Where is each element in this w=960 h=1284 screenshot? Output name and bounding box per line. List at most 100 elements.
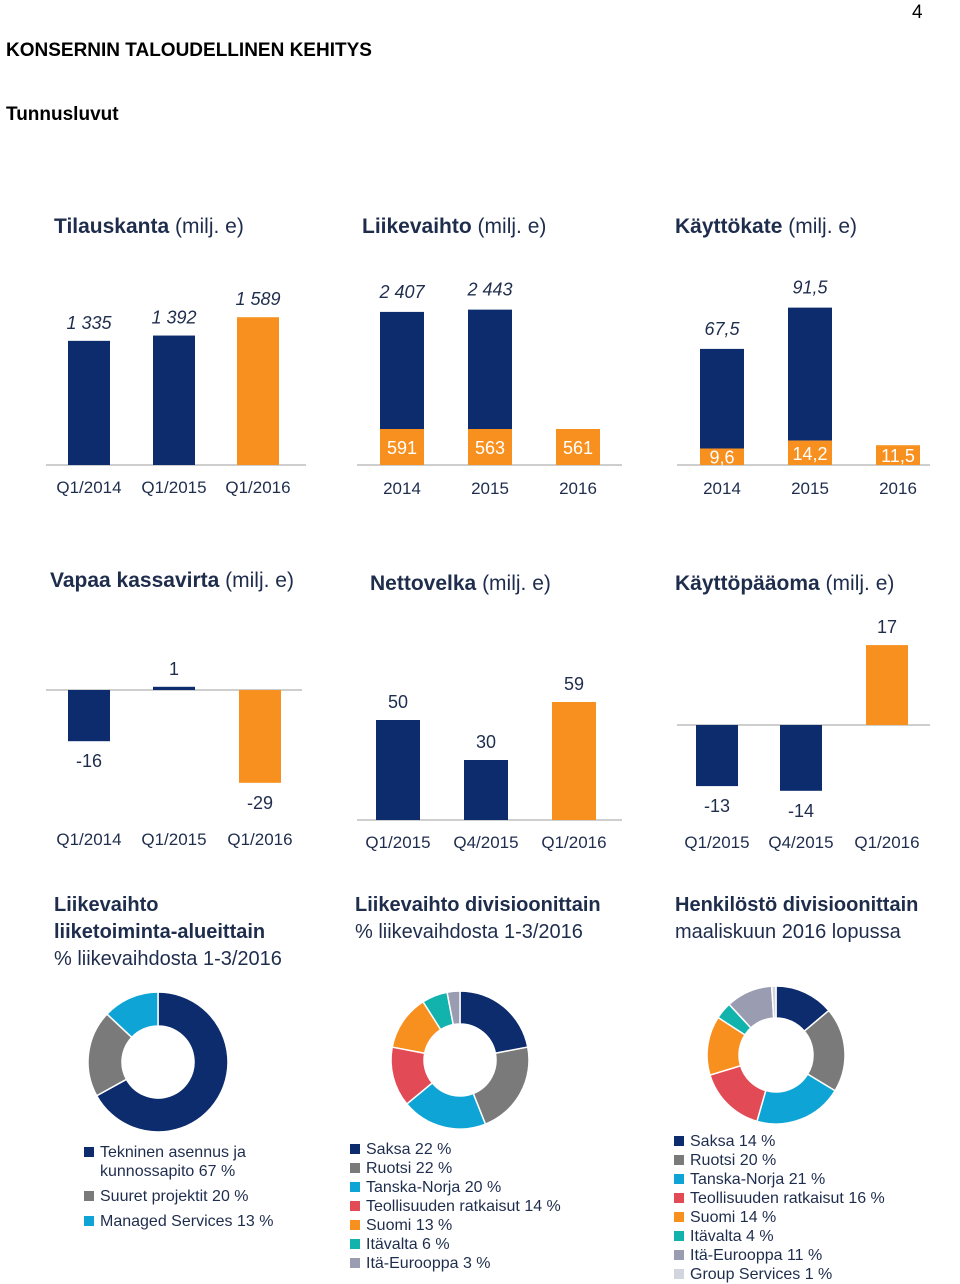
nettovelka-bar-2 <box>552 702 596 820</box>
legend-label: Saksa 14 % <box>690 1133 776 1150</box>
legend-label: Suuret projektit 20 % <box>100 1188 249 1205</box>
vapaa-kassavirta-title: Vapaa kassavirta (milj. e) <box>50 569 294 592</box>
legend-label: Itävalta 4 % <box>690 1228 774 1245</box>
legend-swatch <box>674 1155 684 1165</box>
lv-divisioonittain-slice-0 <box>459 990 529 1055</box>
liikevaihto-bar-bottom-0 <box>380 429 424 465</box>
liikevaihto-value-bottom-2: 561 <box>563 438 593 458</box>
kayttokate-value-bottom-2: 11,5 <box>881 446 915 466</box>
lv-liiketoiminta-legend: Tekninen asennus ja kunnossapito 67 % Suu… <box>84 1143 284 1237</box>
legend-swatch <box>350 1258 360 1268</box>
lv-liiketoiminta-slice-2 <box>105 991 159 1039</box>
tilauskanta-title: Tilauskanta (milj. e) <box>54 215 244 238</box>
tilauskanta-value-0: 1 335 <box>66 313 112 333</box>
kayttokate-bar-bottom-1 <box>788 440 832 465</box>
nettovelka-category-0: Q1/2015 <box>365 833 430 852</box>
legend-label: Tanska-Norja 20 % <box>366 1179 502 1196</box>
legend-swatch <box>674 1269 684 1279</box>
tilauskanta-bar-0 <box>68 340 110 465</box>
kayttokate-bar-top-1 <box>788 307 832 441</box>
henkilosto-slice-4 <box>706 1016 746 1077</box>
nettovelka-category-1: Q4/2015 <box>453 833 518 852</box>
legend-label: Suomi 14 % <box>690 1209 777 1226</box>
legend-swatch <box>674 1212 684 1222</box>
henkilosto-legend: Saksa 14 % Ruotsi 20 % Tanska-Norja 21 % Te… <box>674 1132 914 1284</box>
kayttopaaoma-category-0: Q1/2015 <box>684 833 749 852</box>
legend-item: Saksa 14 % <box>674 1132 914 1151</box>
page-number: 4 <box>912 2 923 23</box>
kayttopaaoma-value-0: -13 <box>704 796 730 816</box>
legend-item: Teollisuuden ratkaisut 16 % <box>674 1189 914 1208</box>
legend-item: Itävalta 6 % <box>350 1235 590 1254</box>
kayttokate-category-1: 2015 <box>791 479 829 498</box>
tilauskanta-bar-1 <box>153 335 195 465</box>
lv-liiketoiminta-slice-1 <box>87 1013 133 1097</box>
liikevaihto-value-bottom-0: 591 <box>387 438 417 458</box>
legend-swatch <box>350 1182 360 1192</box>
vapaa-kassavirta-value-0: -16 <box>76 751 102 771</box>
legend-swatch <box>84 1216 94 1226</box>
vapaa-kassavirta-category-1: Q1/2015 <box>141 830 206 849</box>
legend-item: Managed Services 13 % <box>84 1212 284 1231</box>
legend-item: Suomi 13 % <box>350 1216 590 1235</box>
nettovelka-value-1: 30 <box>476 732 496 752</box>
legend-item: Tanska-Norja 21 % <box>674 1170 914 1189</box>
vapaa-kassavirta-value-2: -29 <box>247 793 273 813</box>
legend-item: Suomi 14 % <box>674 1208 914 1227</box>
kayttopaaoma-value-2: 17 <box>877 617 897 637</box>
henkilosto-slice-2 <box>756 1073 837 1125</box>
legend-item: Itä-Eurooppa 3 % <box>350 1254 590 1273</box>
legend-swatch <box>350 1239 360 1249</box>
liikevaihto-value-top-1: 2 443 <box>466 280 512 300</box>
kayttopaaoma-category-2: Q1/2016 <box>854 833 919 852</box>
legend-swatch <box>350 1220 360 1230</box>
legend-label: Teollisuuden ratkaisut 16 % <box>690 1190 885 1207</box>
henkilosto-slice-1 <box>803 1009 846 1092</box>
kayttopaaoma-category-1: Q4/2015 <box>768 833 833 852</box>
legend-item: Group Services 1 % <box>674 1265 914 1284</box>
lv-divisioonittain-legend: Saksa 22 % Ruotsi 22 % Tanska-Norja 20 % Te… <box>350 1140 590 1273</box>
nettovelka-bar-1 <box>464 760 508 820</box>
liikevaihto-category-2: 2016 <box>559 479 597 498</box>
legend-label: Group Services 1 % <box>690 1266 833 1283</box>
tilauskanta-category-1: Q1/2015 <box>141 478 206 497</box>
legend-swatch <box>674 1136 684 1146</box>
liikevaihto-bar-bottom-2 <box>556 429 600 465</box>
vapaa-kassavirta-bar-1 <box>153 686 195 690</box>
kayttokate-bar-bottom-0 <box>700 448 744 465</box>
kayttokate-value-top-1: 91,5 <box>792 278 828 298</box>
lv-divisioonittain-slice-5 <box>421 991 455 1031</box>
kayttokate-value-bottom-1: 14,2 <box>792 444 827 464</box>
henkilosto-slice-3 <box>709 1064 767 1123</box>
lv-divisioonittain-slice-6 <box>446 990 461 1026</box>
kayttokate-bar-bottom-2 <box>876 445 920 465</box>
lv-liiketoiminta-slice-0 <box>95 991 229 1133</box>
legend-item: Itä-Eurooppa 11 % <box>674 1246 914 1265</box>
legend-label: Tekninen asennus ja kunnossapito 67 % <box>100 1144 246 1180</box>
lv-divisioonittain-slice-3 <box>390 1046 434 1106</box>
henkilosto-slice-0 <box>775 985 830 1033</box>
legend-item: Tekninen asennus ja kunnossapito 67 % <box>84 1143 284 1181</box>
kayttopaaoma-value-1: -14 <box>788 801 814 821</box>
legend-item: Ruotsi 20 % <box>674 1151 914 1170</box>
legend-label: Ruotsi 22 % <box>366 1160 453 1177</box>
liikevaihto-value-bottom-1: 563 <box>475 438 505 458</box>
lv-divisioonittain-slice-2 <box>405 1081 487 1130</box>
henkilosto-slice-6 <box>728 985 775 1029</box>
legend-label: Teollisuuden ratkaisut 14 % <box>366 1198 561 1215</box>
lv-divisioonittain-slice-4 <box>391 1000 442 1055</box>
legend-swatch <box>674 1193 684 1203</box>
henkilosto-slice-5 <box>717 1003 752 1036</box>
henkilosto-slice-7 <box>770 985 777 1019</box>
legend-item: Ruotsi 22 % <box>350 1159 590 1178</box>
lv-liiketoiminta-title: Liikevaihto liiketoiminta-alueittain % l… <box>54 894 282 970</box>
legend-label: Suomi 13 % <box>366 1217 453 1234</box>
legend-label: Itävalta 6 % <box>366 1236 450 1253</box>
tilauskanta-value-1: 1 392 <box>151 308 196 328</box>
legend-label: Itä-Eurooppa 11 % <box>690 1247 823 1264</box>
legend-swatch <box>84 1191 94 1201</box>
vapaa-kassavirta-value-1: 1 <box>169 659 179 679</box>
legend-label: Tanska-Norja 21 % <box>690 1171 826 1188</box>
legend-swatch <box>674 1174 684 1184</box>
